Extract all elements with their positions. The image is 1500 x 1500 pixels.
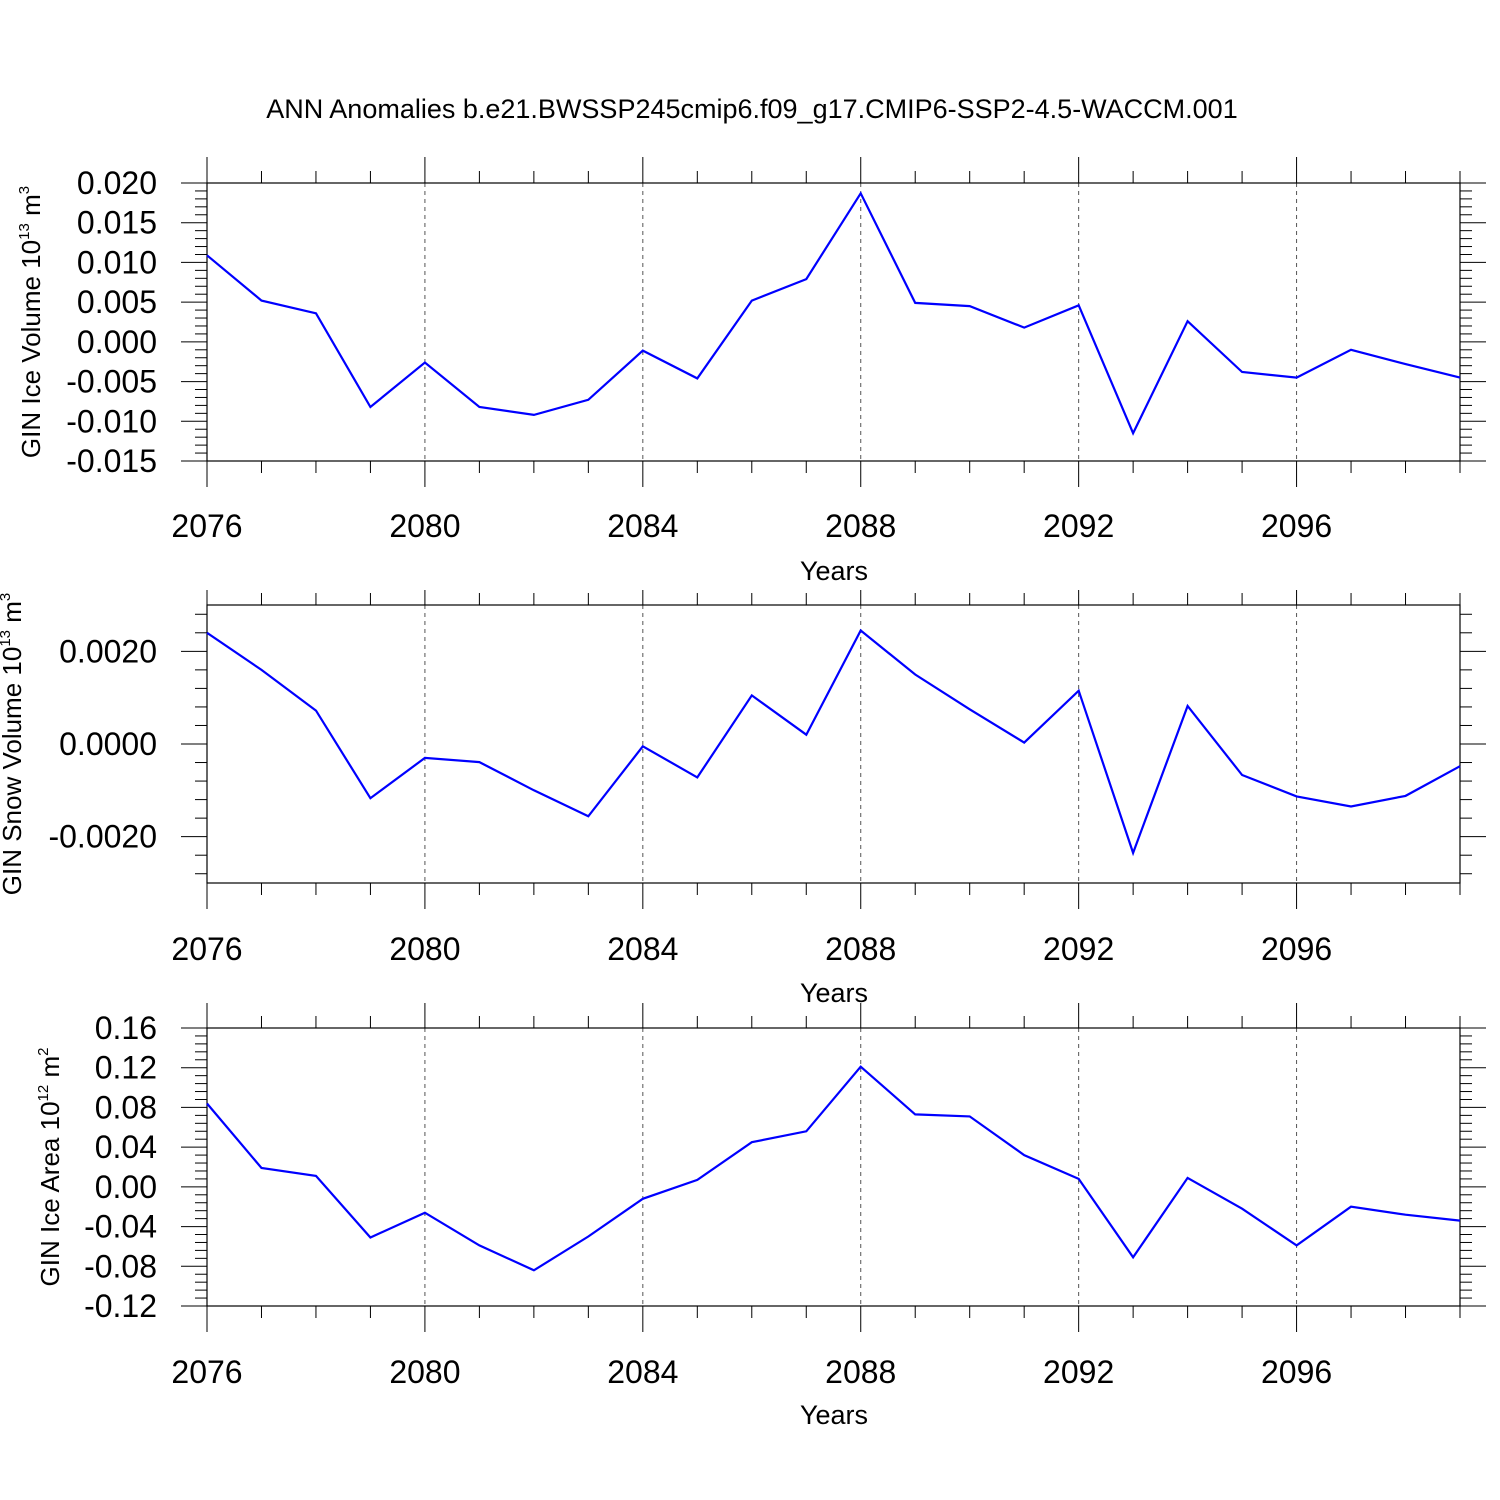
series-line bbox=[206, 628, 1461, 857]
y-tick-label: -0.015 bbox=[66, 443, 157, 479]
y-axis-label: GIN Ice Volume 1013 m3 bbox=[16, 186, 46, 458]
y-tick-label: 0.005 bbox=[77, 284, 157, 320]
y-tick-label: -0.005 bbox=[66, 364, 157, 400]
plot-frame bbox=[206, 182, 1461, 462]
x-axis-label: Years bbox=[800, 978, 868, 1008]
x-tick-label: 2076 bbox=[171, 508, 242, 544]
y-tick-label: 0.020 bbox=[77, 165, 157, 201]
x-axis-label: Years bbox=[800, 1400, 868, 1430]
panel-1: 2076 2080 2084 2088 2092 2096 -0.015 -0.010-0.0… bbox=[16, 157, 1486, 586]
y-tick-label: -0.08 bbox=[84, 1248, 157, 1284]
x-tick-label: 2088 bbox=[825, 931, 896, 967]
x-tick-label: 2088 bbox=[825, 1354, 896, 1390]
y-tick-label: -0.0020 bbox=[48, 819, 157, 855]
panels: 2076 2080 2084 2088 2092 2096-0.015-0.010-0.0… bbox=[0, 157, 1486, 1430]
y-tick-label: 0.08 bbox=[95, 1089, 157, 1125]
x-tick-label: 2080 bbox=[389, 931, 460, 967]
panel-3: 2076 2080 2084 2088 2092 2096 -0.12 -0.08-0.04 0… bbox=[35, 1003, 1486, 1430]
x-tick-label: 2084 bbox=[607, 931, 678, 967]
series-line bbox=[206, 1065, 1461, 1272]
x-tick-label: 2096 bbox=[1261, 1354, 1332, 1390]
y-tick-label: -0.04 bbox=[84, 1209, 157, 1245]
chart-title: ANN Anomalies b.e21.BWSSP245cmip6.f09_g1… bbox=[266, 94, 1237, 124]
x-tick-label: 2076 bbox=[171, 1354, 242, 1390]
y-tick-label: 0.0000 bbox=[59, 726, 157, 762]
x-tick-label: 2080 bbox=[389, 508, 460, 544]
x-tick-label: 2096 bbox=[1261, 931, 1332, 967]
y-tick-label: 0.010 bbox=[77, 244, 157, 280]
y-tick-label: 0.0020 bbox=[59, 633, 157, 669]
x-tick-label: 2092 bbox=[1043, 1354, 1114, 1390]
panel-2: 2076 2080 2084 2088 2092 2096 -0.0020 0.0000 0.0… bbox=[0, 590, 1486, 1008]
x-tick-label: 2084 bbox=[607, 1354, 678, 1390]
y-tick-label: 0.16 bbox=[95, 1010, 157, 1046]
series-line bbox=[206, 191, 1461, 436]
y-tick-label: -0.010 bbox=[66, 403, 157, 439]
x-tick-label: 2080 bbox=[389, 1354, 460, 1390]
y-tick-label: 0.04 bbox=[95, 1129, 157, 1165]
y-tick-label: 0.12 bbox=[95, 1050, 157, 1086]
x-tick-label: 2084 bbox=[607, 508, 678, 544]
x-tick-label: 2096 bbox=[1261, 508, 1332, 544]
x-tick-label: 2076 bbox=[171, 931, 242, 967]
y-tick-label: 0.015 bbox=[77, 205, 157, 241]
plot-frame bbox=[206, 1027, 1461, 1307]
y-axis-label: GIN Snow Volume 1013 m3 bbox=[0, 593, 27, 896]
x-axis-label: Years bbox=[800, 556, 868, 586]
x-tick-label: 2088 bbox=[825, 508, 896, 544]
y-tick-label: -0.12 bbox=[84, 1288, 157, 1324]
y-axis-label: GIN Ice Area 1012 m2 bbox=[35, 1048, 65, 1287]
y-tick-label: 0.000 bbox=[77, 324, 157, 360]
y-tick-label: 0.00 bbox=[95, 1169, 157, 1205]
x-tick-label: 2092 bbox=[1043, 931, 1114, 967]
x-tick-label: 2092 bbox=[1043, 508, 1114, 544]
